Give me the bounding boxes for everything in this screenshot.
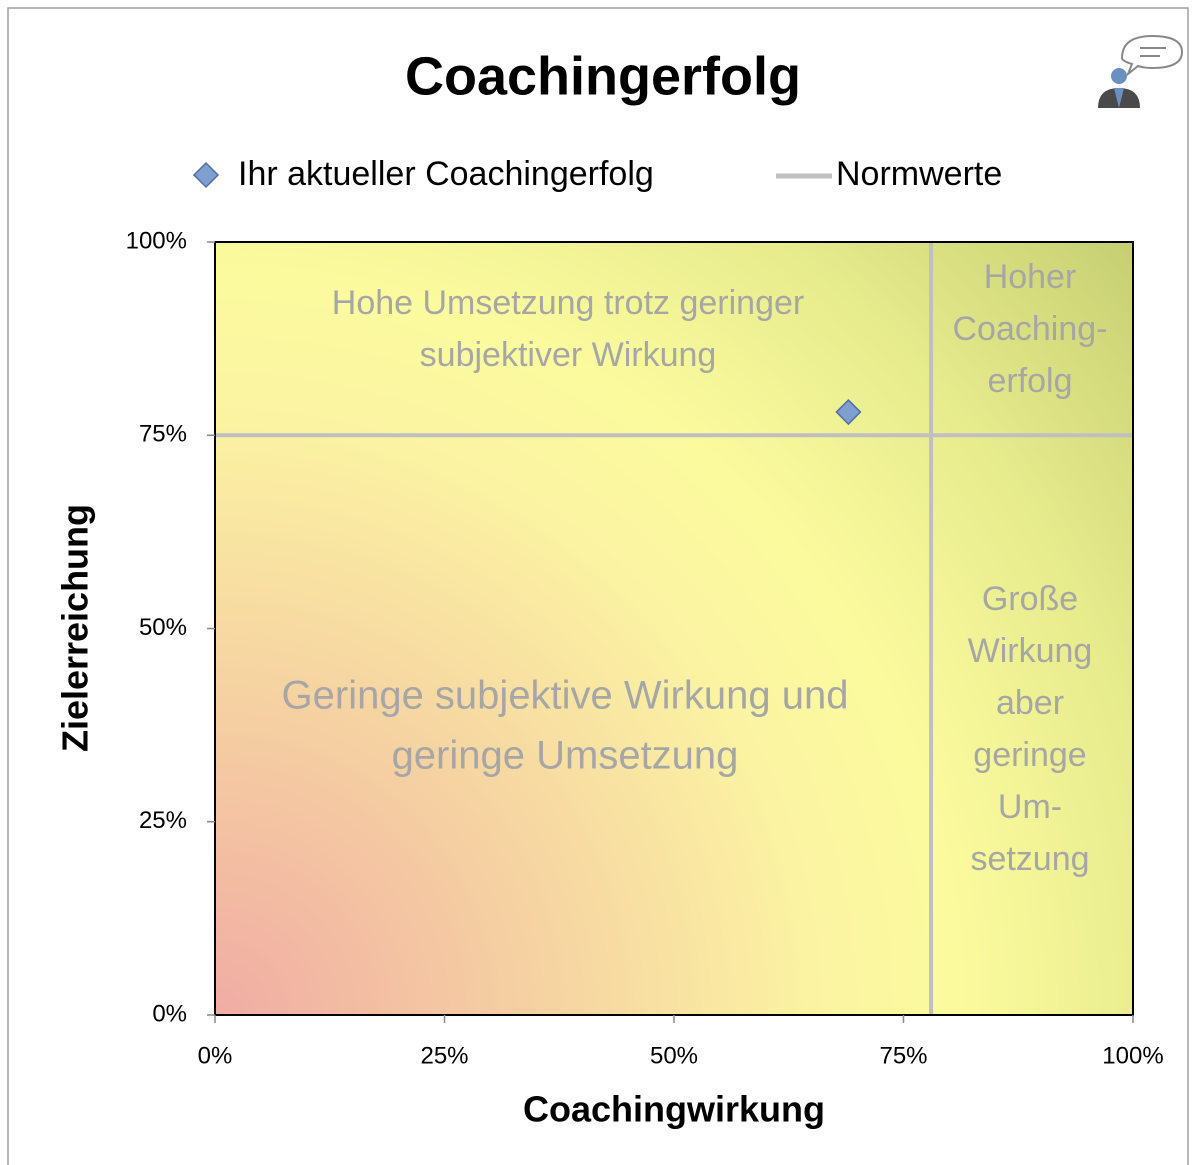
- x-tick-label: 0%: [198, 1042, 233, 1069]
- x-tick-label: 50%: [650, 1042, 698, 1069]
- quadrant-label: Um-: [998, 788, 1062, 826]
- y-tick-label: 25%: [139, 807, 187, 834]
- icon: [1098, 34, 1184, 108]
- legend-label: Normwerte: [836, 155, 1002, 193]
- y-tick-label: 50%: [139, 614, 187, 641]
- quadrant-label: Hoher: [984, 258, 1077, 296]
- x-tick-label: 100%: [1102, 1042, 1163, 1069]
- quadrant-label: aber: [996, 684, 1064, 722]
- chart-title: Coachingerfolg: [405, 46, 801, 106]
- legend: Ihr aktueller Coachingerfolg Normwerte: [192, 155, 1002, 193]
- legend-label: Ihr aktueller Coachingerfolg: [238, 155, 654, 193]
- x-axis-label: Coachingwirkung: [523, 1089, 825, 1130]
- quadrant-label: erfolg: [987, 362, 1072, 400]
- quadrant-label: geringe Umsetzung: [392, 734, 739, 778]
- y-tick-label: 0%: [152, 1000, 187, 1027]
- y-tick-label: 100%: [126, 227, 187, 254]
- x-tick-label: 25%: [420, 1042, 468, 1069]
- quadrant-label: Hohe Umsetzung trotz geringer: [332, 284, 804, 322]
- frame: [7, 7, 1189, 1165]
- quadrant-label: geringe: [973, 736, 1086, 774]
- x-tick-label: 75%: [879, 1042, 927, 1069]
- legend-marker: [192, 161, 220, 189]
- y-axis-label: Zielerreichung: [55, 504, 96, 752]
- y-tick-label: 75%: [139, 421, 187, 448]
- quadrant-label: Wirkung: [968, 632, 1093, 670]
- data-point: [835, 398, 862, 426]
- quadrant-label: Geringe subjektive Wirkung und: [282, 674, 849, 718]
- plot-background: [215, 242, 1133, 1015]
- quadrant-label: Coaching-: [953, 310, 1108, 348]
- quadrant-label: subjektiver Wirkung: [420, 336, 717, 374]
- quadrant-label: Große: [982, 580, 1078, 618]
- quadrant-label: setzung: [970, 840, 1089, 878]
